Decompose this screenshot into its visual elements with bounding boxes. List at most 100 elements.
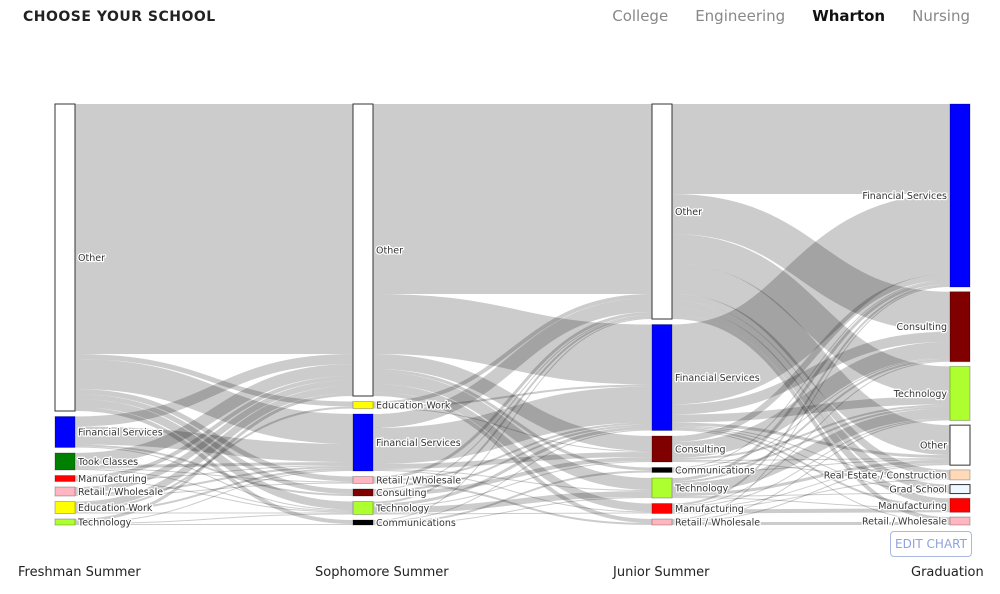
node-label-technology: Technology: [893, 389, 948, 400]
flow-consulting-to-technology: [671, 404, 951, 460]
flow-other-to-consulting: [74, 394, 354, 494]
flow-took-classes-to-other: [74, 364, 354, 465]
flow-education-work-to-consulting: [372, 407, 653, 452]
node-2-communications[interactable]: [651, 467, 673, 473]
node-0-manufacturing[interactable]: [54, 475, 76, 482]
node-label-other: Other: [675, 207, 702, 218]
stage-label-freshman: Freshman Summer: [18, 565, 141, 580]
flow-manufacturing-to-financial-services: [671, 284, 951, 506]
flow-other-to-manufacturing: [372, 384, 653, 512]
flow-consulting-to-financial-services: [671, 274, 951, 442]
node-0-technology[interactable]: [54, 518, 76, 526]
node-1-retail-wholesale[interactable]: [352, 476, 374, 484]
flow-other-to-technology: [372, 372, 653, 490]
flow-retail-wholesale-to-other: [372, 312, 653, 480]
node-2-financial-services[interactable]: [651, 324, 673, 431]
node-0-retail-wholesale[interactable]: [54, 486, 76, 497]
flow-education-work-to-other: [74, 386, 354, 509]
stage-label-graduation: Graduation: [911, 565, 984, 580]
flow-communications-to-financial-services: [372, 429, 653, 522]
flow-other-to-technology: [74, 399, 354, 510]
node-1-financial-services[interactable]: [352, 413, 374, 472]
flow-financial-services-to-grad-school: [671, 426, 951, 493]
tab-wharton[interactable]: Wharton: [812, 7, 886, 25]
flow-financial-services-to-retail-wholesale: [671, 429, 951, 522]
flow-financial-services-to-other: [372, 298, 653, 428]
flow-manufacturing-to-real-estate-construction: [671, 478, 951, 510]
node-3-financial-services[interactable]: [949, 103, 971, 288]
node-0-education-work[interactable]: [54, 501, 76, 514]
flow-took-classes-to-financial-services: [74, 462, 354, 468]
node-3-technology[interactable]: [949, 365, 971, 421]
node-2-technology[interactable]: [651, 477, 673, 499]
node-0-took-classes[interactable]: [54, 452, 76, 471]
node-3-manufacturing[interactable]: [949, 497, 971, 513]
node-label-manufacturing: Manufacturing: [675, 504, 744, 515]
node-3-real-estate-construction[interactable]: [949, 469, 971, 481]
flow-took-classes-to-technology: [74, 469, 354, 512]
node-0-financial-services[interactable]: [54, 416, 76, 448]
stage-label-junior: Junior Summer: [613, 565, 710, 580]
flow-technology-to-technology: [74, 513, 354, 524]
node-label-retail-wholesale: Retail / Wholesale: [78, 487, 163, 498]
flow-manufacturing-to-financial-services: [74, 465, 354, 481]
flow-financial-services-to-consulting: [671, 331, 951, 415]
flow-technology-to-financial-services: [74, 470, 354, 523]
flow-consulting-to-financial-services: [372, 424, 653, 492]
node-label-financial-services: Financial Services: [78, 428, 163, 439]
tab-engineering[interactable]: Engineering: [695, 7, 786, 25]
flow-technology-to-manufacturing: [671, 497, 951, 509]
node-2-consulting[interactable]: [651, 435, 673, 463]
tab-nursing[interactable]: Nursing: [912, 7, 970, 25]
node-1-other[interactable]: [352, 103, 374, 397]
node-1-consulting[interactable]: [352, 488, 374, 497]
node-label-took-classes: Took Classes: [77, 457, 138, 468]
flow-technology-to-technology: [372, 491, 653, 514]
node-1-communications[interactable]: [352, 519, 374, 526]
node-1-education-work[interactable]: [352, 401, 374, 409]
node-3-consulting[interactable]: [949, 291, 971, 363]
node-3-grad-school[interactable]: [949, 484, 971, 495]
node-label-manufacturing: Manufacturing: [878, 501, 947, 512]
node-label-education-work: Education Work: [376, 401, 451, 412]
node-1-technology[interactable]: [352, 501, 374, 515]
node-label-communications: Communications: [675, 466, 755, 477]
flow-other-to-other: [671, 264, 951, 456]
flow-financial-services-to-technology: [372, 469, 653, 491]
node-2-retail-wholesale[interactable]: [651, 518, 673, 526]
flow-other-to-technology: [671, 234, 951, 397]
node-0-other[interactable]: [54, 103, 76, 412]
edit-chart-button[interactable]: EDIT CHART: [890, 531, 972, 557]
flow-manufacturing-to-other: [671, 463, 951, 509]
flow-technology-to-consulting: [671, 358, 951, 483]
flow-other-to-education-work: [74, 354, 354, 407]
flow-retail-wholesale-to-other: [671, 464, 951, 522]
flow-other-to-retail-wholesale: [671, 315, 951, 521]
flow-retail-wholesale-to-financial-services: [74, 466, 354, 495]
flow-financial-services-to-financial-services: [670, 194, 952, 405]
tab-college[interactable]: College: [612, 7, 669, 25]
flow-financial-services-to-manufacturing: [671, 427, 951, 508]
flow-financial-services-to-real-estate-construction: [671, 425, 951, 478]
node-label-retail-wholesale: Retail / Wholesale: [376, 476, 461, 487]
flow-consulting-to-consulting: [671, 341, 951, 458]
node-label-other: Other: [920, 441, 947, 452]
flow-consulting-to-other: [372, 315, 653, 490]
flow-communications-to-consulting: [671, 357, 951, 470]
flow-retail-wholesale-to-financial-services: [671, 286, 951, 520]
flow-consulting-to-real-estate-construction: [671, 461, 951, 479]
flow-financial-services-to-manufacturing: [372, 470, 653, 513]
node-label-financial-services: Financial Services: [675, 373, 760, 384]
flow-manufacturing-to-manufacturing: [671, 508, 951, 514]
node-2-other[interactable]: [651, 103, 673, 320]
node-label-consulting: Consulting: [897, 322, 948, 333]
node-3-other[interactable]: [949, 424, 971, 466]
flow-communications-to-technology: [372, 497, 653, 525]
node-2-manufacturing[interactable]: [651, 503, 673, 514]
page-title: CHOOSE YOUR SCHOOL: [23, 9, 216, 25]
node-3-retail-wholesale[interactable]: [949, 516, 971, 526]
flow-other-to-consulting: [671, 194, 951, 332]
school-tabs: College Engineering Wharton Nursing: [612, 7, 970, 25]
node-label-retail-wholesale: Retail / Wholesale: [675, 518, 760, 529]
